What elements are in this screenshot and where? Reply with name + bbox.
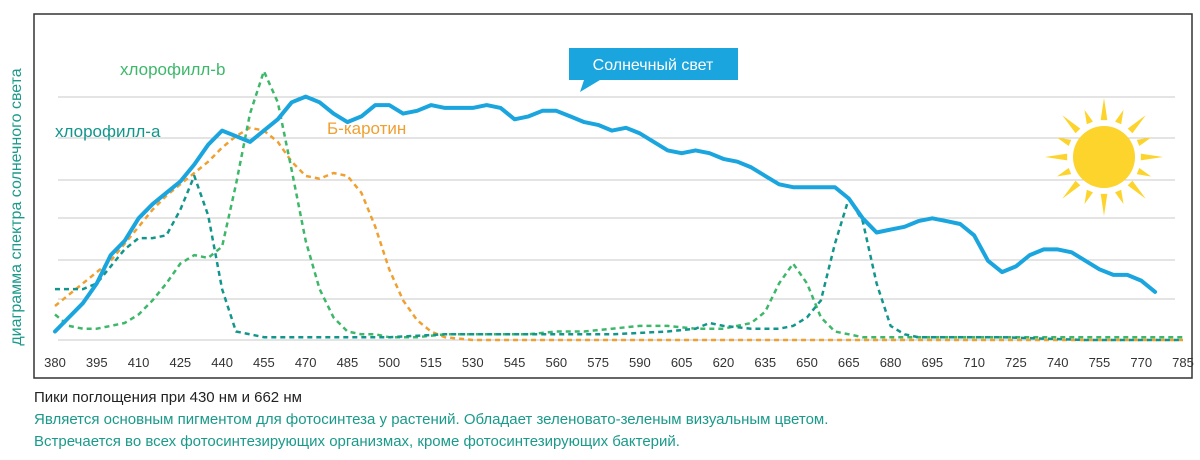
sun-ray: [1140, 153, 1163, 161]
sun-ray: [1084, 109, 1093, 125]
series-label-beta-carotene: Б-каротин: [327, 119, 406, 138]
sun-ray: [1127, 180, 1146, 199]
x-tick-label: 395: [86, 355, 108, 370]
x-tick-label: 665: [838, 355, 860, 370]
x-tick-label: 695: [921, 355, 943, 370]
x-tick-label: 680: [880, 355, 902, 370]
sun-ray: [1056, 137, 1072, 146]
x-tick-label: 725: [1005, 355, 1027, 370]
series-lines: [53, 69, 1183, 342]
x-tick-label: 545: [504, 355, 526, 370]
caption: Пики поглощения при 430 нм и 662 нм Явля…: [34, 387, 1184, 453]
callout-box: [569, 48, 738, 80]
x-tick-label: 620: [713, 355, 735, 370]
x-tick-label: 770: [1130, 355, 1152, 370]
x-tick-label: 755: [1089, 355, 1111, 370]
sunlight-callout: Солнечный свет: [569, 48, 738, 92]
x-tick-label: 440: [211, 355, 233, 370]
sun-ray: [1045, 153, 1068, 161]
x-tick-label: 590: [629, 355, 651, 370]
series-label-chlorophyll-a: хлорофилл-a: [55, 122, 161, 141]
x-tick-label: 560: [545, 355, 567, 370]
sun-ray: [1062, 115, 1081, 134]
x-tick-label: 650: [796, 355, 818, 370]
x-tick-label: 500: [378, 355, 400, 370]
sun-ray: [1056, 168, 1072, 177]
sun-ray: [1100, 193, 1108, 216]
y-axis-label: диаграмма спектра солнечного света: [8, 68, 25, 345]
x-tick-label: 785: [1172, 355, 1194, 370]
callout-label: Солнечный свет: [593, 57, 714, 74]
series-label-chlorophyll-b: хлорофилл-b: [120, 60, 225, 79]
sun-ray: [1115, 189, 1124, 205]
x-tick-label: 425: [169, 355, 191, 370]
sun-ray: [1136, 137, 1152, 146]
x-tick-label: 485: [337, 355, 359, 370]
sun-ray: [1084, 189, 1093, 205]
sun-ray: [1136, 168, 1152, 177]
x-tick-labels: 380 395 410 425 440 455 470 485 500 515 530 545 560 5…: [44, 355, 1194, 370]
sun-ray: [1127, 115, 1146, 134]
callout-pointer: [580, 80, 600, 92]
sun-ray: [1062, 180, 1081, 199]
caption-occurrence: Встречается во всех фотосинтезирующих ор…: [34, 433, 680, 450]
x-tick-label: 740: [1047, 355, 1069, 370]
x-tick-label: 470: [295, 355, 317, 370]
x-tick-label: 455: [253, 355, 275, 370]
x-tick-label: 710: [963, 355, 985, 370]
x-tick-label: 410: [128, 355, 150, 370]
spectrum-chart: 380 395 410 425 440 455 470 485 500 515 530 545 560 5…: [8, 13, 1194, 379]
x-tick-label: 380: [44, 355, 66, 370]
sun-ray: [1100, 98, 1108, 121]
sun-ray: [1115, 109, 1124, 125]
x-tick-label: 530: [462, 355, 484, 370]
x-tick-label: 605: [671, 355, 693, 370]
x-tick-label: 515: [420, 355, 442, 370]
caption-peaks: Пики поглощения при 430 нм и 662 нм: [34, 389, 302, 406]
sun-disc: [1073, 126, 1135, 188]
series-line-beta-carotene: [54, 126, 1183, 342]
x-tick-label: 635: [754, 355, 776, 370]
caption-description: Является основным пигментом для фотосинт…: [34, 411, 829, 428]
sun-icon: [1045, 98, 1163, 216]
series-line-sunlight: [53, 94, 1158, 334]
series-line-chlorophyll-a: [55, 174, 1183, 342]
x-tick-label: 575: [587, 355, 609, 370]
series-line-chlorophyll-b: [54, 69, 1183, 339]
